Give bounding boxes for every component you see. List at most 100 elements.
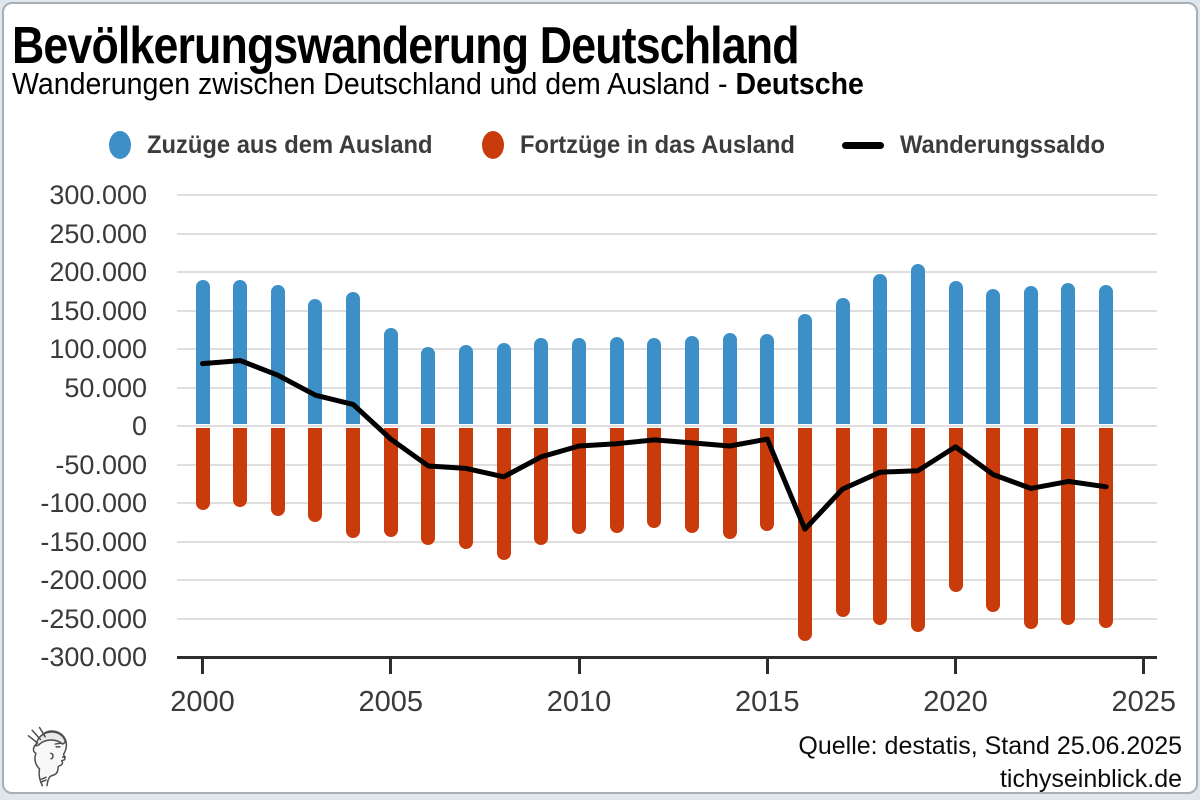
bar-zuzuege-2014	[722, 332, 737, 425]
bar-zuzuege-2023	[1061, 282, 1076, 425]
bar-fortzuege-2002	[270, 427, 285, 517]
bar-fortzuege-2015	[760, 427, 775, 532]
gridline-250000	[177, 232, 1157, 235]
source-line: Quelle: destatis, Stand 25.06.2025	[798, 732, 1182, 760]
legend-item-zuzuege: Zuzüge aus dem Ausland	[109, 130, 448, 160]
gridline-100000	[177, 348, 1157, 350]
y-tick-label--150000: -150.000	[40, 526, 147, 557]
bar-fortzuege-2014	[722, 427, 737, 540]
bar-zuzuege-2011	[609, 336, 624, 425]
legend-line-icon	[842, 141, 884, 149]
bar-fortzuege-2024	[1099, 427, 1114, 628]
page-title: Bevölkerungswanderung Deutschland	[12, 17, 800, 75]
page-subtitle: Wanderungen zwischen Deutschland und dem…	[12, 66, 864, 102]
y-tick-label-50000: 50.000	[64, 372, 147, 403]
y-tick-label-0: 0	[131, 411, 147, 441]
bar-zuzuege-2009	[534, 338, 549, 425]
x-tick-label-2025: 2025	[1111, 686, 1176, 718]
x-tick-2020	[954, 658, 957, 674]
bar-fortzuege-2022	[1023, 427, 1038, 629]
bar-zuzuege-2020	[948, 281, 963, 425]
x-tick-label-2010: 2010	[546, 686, 612, 718]
x-tick-label-2005: 2005	[358, 686, 423, 718]
x-tick-2010	[577, 658, 581, 674]
legend-dot-red-icon	[482, 131, 504, 159]
bar-fortzuege-2008	[496, 427, 511, 560]
bar-zuzuege-2007	[459, 345, 474, 425]
bar-fortzuege-2005	[383, 427, 398, 537]
legend-item-fortzuege: Fortzüge in das Ausland	[482, 130, 809, 160]
bar-fortzuege-2004	[346, 427, 361, 539]
bar-zuzuege-2008	[496, 342, 511, 425]
source-attribution: Quelle: destatis, Stand 25.06.2025 tichy…	[798, 730, 1182, 793]
gridline--50000	[177, 463, 1157, 466]
y-tick-label-100000: 100.000	[49, 334, 147, 364]
bar-fortzuege-2019	[910, 427, 925, 633]
x-axis-baseline	[177, 655, 1157, 659]
bar-zuzuege-2001	[233, 279, 248, 425]
bar-zuzuege-2000	[195, 279, 210, 425]
legend-dot-blue-icon	[109, 131, 131, 159]
bar-fortzuege-2007	[459, 427, 474, 550]
bar-fortzuege-2011	[609, 427, 624, 534]
bar-fortzuege-2012	[647, 427, 662, 528]
bar-zuzuege-2015	[760, 333, 775, 425]
x-tick-2025	[1142, 658, 1146, 674]
gridline-200000	[177, 271, 1157, 273]
y-tick-label--200000: -200.000	[40, 565, 147, 595]
source-website: tichyseinblick.de	[999, 765, 1182, 793]
legend-label-zuzuege: Zuzüge aus dem Ausland	[147, 130, 433, 159]
y-tick-label--100000: -100.000	[40, 488, 147, 518]
bar-zuzuege-2019	[910, 264, 925, 425]
bar-fortzuege-2018	[873, 427, 888, 625]
y-tick-label-250000: 250.000	[49, 218, 147, 249]
y-tick-label--300000: -300.000	[40, 642, 147, 672]
bar-zuzuege-2012	[647, 338, 662, 425]
y-tick-label-200000: 200.000	[49, 257, 147, 287]
bar-fortzuege-2023	[1061, 427, 1076, 625]
x-tick-2015	[765, 658, 769, 674]
bar-zuzuege-2018	[873, 273, 888, 425]
x-tick-2000	[201, 658, 204, 674]
legend-item-saldo: Wanderungssaldo	[842, 130, 1116, 160]
subtitle-regular: Wanderungen zwischen Deutschland und dem…	[12, 66, 736, 101]
bar-zuzuege-2003	[308, 298, 323, 425]
bar-zuzuege-2004	[346, 292, 361, 425]
bar-fortzuege-2003	[308, 427, 323, 523]
bar-zuzuege-2006	[421, 346, 436, 425]
tichyseinblick-logo	[27, 726, 68, 787]
x-tick-label-2020: 2020	[923, 686, 988, 718]
bar-fortzuege-2009	[534, 427, 549, 545]
gridline-0	[177, 425, 1157, 427]
bar-fortzuege-2001	[233, 427, 248, 507]
y-tick-label--50000: -50.000	[55, 449, 147, 480]
bar-zuzuege-2024	[1099, 285, 1114, 425]
subtitle-highlight: Deutsche	[735, 66, 864, 101]
gridline--100000	[177, 502, 1157, 504]
y-tick-label-150000: 150.000	[49, 295, 147, 326]
bar-fortzuege-2010	[572, 427, 586, 534]
gridline--150000	[177, 540, 1157, 543]
bar-zuzuege-2013	[684, 335, 699, 425]
bar-zuzuege-2016	[797, 314, 812, 425]
bar-zuzuege-2021	[986, 288, 1001, 425]
bar-zuzuege-2017	[835, 298, 850, 425]
bar-zuzuege-2002	[270, 285, 285, 425]
y-tick-label-300000: 300.000	[49, 180, 147, 210]
gridline-50000	[177, 386, 1157, 389]
bar-zuzuege-2022	[1023, 285, 1038, 425]
legend-label-fortzuege: Fortzüge in das Ausland	[520, 130, 795, 159]
x-tick-2005	[389, 658, 393, 674]
bar-zuzuege-2005	[383, 328, 398, 425]
x-tick-label-2000: 2000	[170, 686, 235, 718]
bar-fortzuege-2020	[948, 427, 963, 592]
bar-fortzuege-2017	[835, 427, 850, 617]
gridline-150000	[177, 309, 1157, 312]
bar-fortzuege-2006	[421, 427, 436, 546]
gridline--250000	[177, 617, 1157, 620]
bar-fortzuege-2000	[195, 427, 210, 510]
y-tick-label--250000: -250.000	[40, 603, 147, 634]
legend-label-saldo: Wanderungssaldo	[900, 130, 1105, 159]
bar-zuzuege-2010	[572, 338, 586, 425]
